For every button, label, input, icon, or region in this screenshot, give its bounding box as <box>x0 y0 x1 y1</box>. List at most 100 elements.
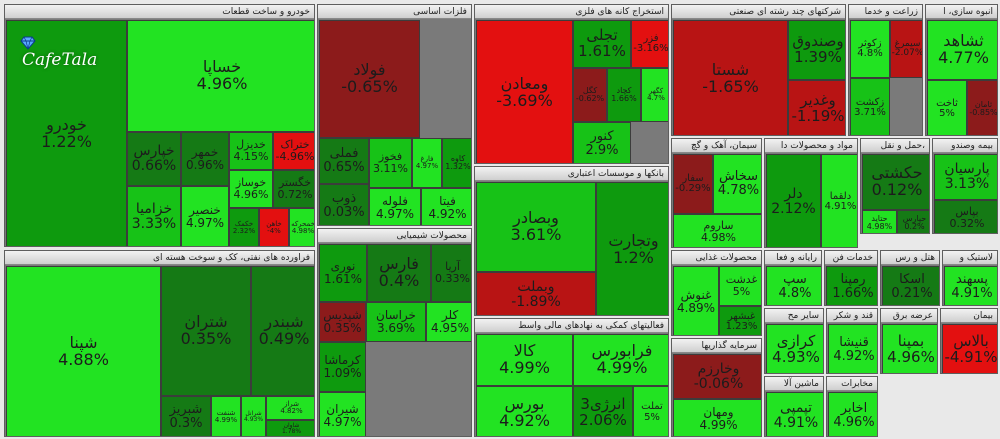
sector-title[interactable]: سیمان، آهک و گچ <box>672 139 761 153</box>
sector-title[interactable]: زراعت و خدما <box>849 5 922 19</box>
stock-tile[interactable]: شنفت 4.99% <box>211 396 241 436</box>
stock-tile[interactable]: ثاخت 5% <box>927 80 967 135</box>
stock-tile[interactable]: سیمرغ -2.07% <box>890 20 922 78</box>
stock-tile[interactable]: فارغ 4.97% <box>412 138 442 188</box>
sector-title[interactable]: ماشین آلا <box>765 377 823 391</box>
sector-title[interactable]: سرمایه گذاریها <box>672 339 761 353</box>
sector-title[interactable]: خدمات فن <box>825 251 877 265</box>
stock-tile[interactable]: خپارس 0.66% <box>127 132 181 186</box>
stock-tile[interactable]: بالاس -4.91% <box>942 324 997 373</box>
stock-tile[interactable]: فیتا 4.92% <box>421 188 471 225</box>
sector-title[interactable]: بیمان <box>941 309 997 323</box>
stock-tile[interactable]: بمپنا 4.96% <box>882 324 937 373</box>
stock-tile[interactable]: خاهن -4% <box>259 208 289 246</box>
sector-title[interactable]: حمل و نقل، <box>861 139 929 153</box>
stock-tile[interactable]: کنور 2.9% <box>573 122 631 163</box>
sector-title[interactable]: محصولات غذایی <box>672 251 761 265</box>
stock-tile[interactable]: شپدیس 0.35% <box>319 302 366 342</box>
sector-title[interactable]: هتل و رس <box>881 251 939 265</box>
stock-tile[interactable]: وبصادر 3.61% <box>476 182 596 272</box>
stock-tile[interactable]: شتران 0.35% <box>161 266 251 396</box>
stock-tile[interactable]: شستا -1.65% <box>673 20 788 135</box>
stock-tile[interactable]: کاوه 1.32% <box>442 138 471 188</box>
sector-title[interactable]: خودرو و ساخت قطعات <box>5 5 314 19</box>
stock-tile[interactable]: خودرو 1.22% <box>6 20 127 246</box>
stock-tile[interactable]: بورس 4.92% <box>476 386 573 436</box>
stock-tile[interactable]: اخابر 4.96% <box>828 392 877 436</box>
stock-tile[interactable]: ومهان 4.99% <box>673 399 761 436</box>
stock-tile[interactable]: تجلی 1.61% <box>573 20 631 68</box>
stock-tile[interactable]: سپ 4.8% <box>766 266 821 305</box>
stock-tile[interactable]: غنوش 4.89% <box>673 266 719 335</box>
stock-tile[interactable]: خدیزل 4.15% <box>229 132 273 170</box>
stock-tile[interactable]: فرابورس 4.99% <box>573 334 668 386</box>
sector-title[interactable]: استخراج کانه های فلزی <box>475 5 668 19</box>
sector-title[interactable]: مخابرات <box>827 377 877 391</box>
stock-tile[interactable]: شیران 4.97% <box>319 392 366 436</box>
sector-title[interactable]: فلزات اساسی <box>318 5 471 19</box>
sector-title[interactable]: فراورده های نفتی، کک و سوخت هسته ای <box>5 251 314 265</box>
sector-title[interactable]: لاستیک و <box>943 251 997 265</box>
stock-tile[interactable]: کرازی 4.93% <box>766 324 823 373</box>
sector-title[interactable]: محصولات شیمیایی <box>318 229 471 243</box>
stock-tile[interactable]: وخارزم -0.06% <box>673 354 761 399</box>
stock-tile[interactable]: تملت 5% <box>633 386 668 436</box>
stock-tile[interactable]: ومعادن -3.69% <box>476 20 573 163</box>
stock-tile[interactable]: دلقما 4.91% <box>821 154 857 247</box>
stock-tile[interactable]: فلوله 4.97% <box>369 188 421 225</box>
stock-tile[interactable]: کالا 4.99% <box>476 334 573 386</box>
stock-tile[interactable]: فخوز 3.11% <box>369 138 412 188</box>
sector-title[interactable]: فعالیتهای کمکی به نهادهای مالی واسط <box>475 319 668 333</box>
stock-tile[interactable]: کگل -0.62% <box>573 68 607 122</box>
sector-title[interactable]: عرضه برق <box>881 309 937 323</box>
stock-tile[interactable]: خنصیر 4.97% <box>181 186 229 246</box>
stock-tile[interactable]: سفار -0.29% <box>673 154 713 214</box>
stock-tile[interactable]: انرژی3 2.06% <box>573 386 633 436</box>
stock-tile[interactable]: شپنا 4.88% <box>6 266 161 436</box>
stock-tile[interactable]: رمپنا 1.66% <box>826 266 877 305</box>
stock-tile[interactable]: دلر 2.12% <box>766 154 821 247</box>
sector-title[interactable]: بانکها و موسسات اعتباری <box>475 167 668 181</box>
stock-tile[interactable]: آریا 0.33% <box>431 244 471 302</box>
stock-tile[interactable]: قنیشا 4.92% <box>828 324 877 373</box>
stock-tile[interactable]: وغدیر -1.19% <box>788 80 845 135</box>
sector-title[interactable]: انبوه سازی، ا <box>926 5 997 19</box>
sector-title[interactable]: ساير مح <box>765 309 823 323</box>
stock-tile[interactable]: ثامان -0.85% <box>967 80 997 135</box>
stock-tile[interactable]: خوساز 4.96% <box>229 170 273 208</box>
stock-tile[interactable]: کگهر 4.7% <box>641 68 668 122</box>
stock-tile[interactable]: زکوثر 4.8% <box>850 20 890 78</box>
stock-tile[interactable]: ختراک -4.96% <box>273 132 314 170</box>
stock-tile[interactable]: سخاش 4.78% <box>713 154 761 214</box>
sector-title[interactable]: رایانه و فعا <box>765 251 821 265</box>
stock-tile[interactable]: غدشت 5% <box>719 266 761 306</box>
stock-tile[interactable]: کچاد 1.66% <box>607 68 641 122</box>
stock-tile[interactable]: فارس 0.4% <box>367 244 431 302</box>
stock-tile[interactable]: شرانل 4.93% <box>241 396 266 436</box>
stock-tile[interactable]: تپمپی 4.91% <box>766 392 823 436</box>
stock-tile[interactable]: اسکا 0.21% <box>882 266 939 305</box>
stock-tile[interactable]: فزر -3.16% <box>631 20 668 68</box>
stock-tile[interactable]: پسهند 4.91% <box>944 266 997 305</box>
stock-tile[interactable]: ذوب 0.03% <box>319 184 369 225</box>
stock-tile[interactable]: ثشاهد 4.77% <box>927 20 997 80</box>
sector-title[interactable]: مواد و محصولات دا <box>765 139 857 153</box>
stock-tile[interactable]: نوری 1.61% <box>319 244 367 302</box>
stock-tile[interactable]: حتاید 4.98% <box>862 210 897 233</box>
stock-tile[interactable]: ساروم 4.98% <box>673 214 761 247</box>
stock-tile[interactable]: خمهر 0.96% <box>181 132 229 186</box>
stock-tile[interactable]: حپارس 0.2% <box>897 210 929 233</box>
stock-tile[interactable]: شراز 4.82% <box>266 396 314 420</box>
stock-tile[interactable]: خزامیا 3.33% <box>127 186 181 246</box>
sector-title[interactable]: شرکتهای چند رشته ای صنعتی <box>672 5 845 19</box>
stock-tile[interactable]: پارسیان 3.13% <box>934 154 997 200</box>
stock-tile[interactable]: خکمک 2.32% <box>229 208 259 246</box>
stock-tile[interactable]: وصندوق 1.39% <box>788 20 845 80</box>
stock-tile[interactable]: غبشهر 1.23% <box>719 306 761 335</box>
stock-tile[interactable]: خساپا 4.96% <box>127 20 314 132</box>
stock-tile[interactable]: خمحرکه 4.98% <box>289 208 314 246</box>
stock-tile[interactable]: شبریز 0.3% <box>161 396 211 436</box>
stock-tile[interactable]: شبندر 0.49% <box>251 266 314 396</box>
sector-title[interactable]: بیمه وصندو <box>933 139 997 153</box>
stock-tile[interactable]: حکشتی 0.12% <box>862 154 929 210</box>
